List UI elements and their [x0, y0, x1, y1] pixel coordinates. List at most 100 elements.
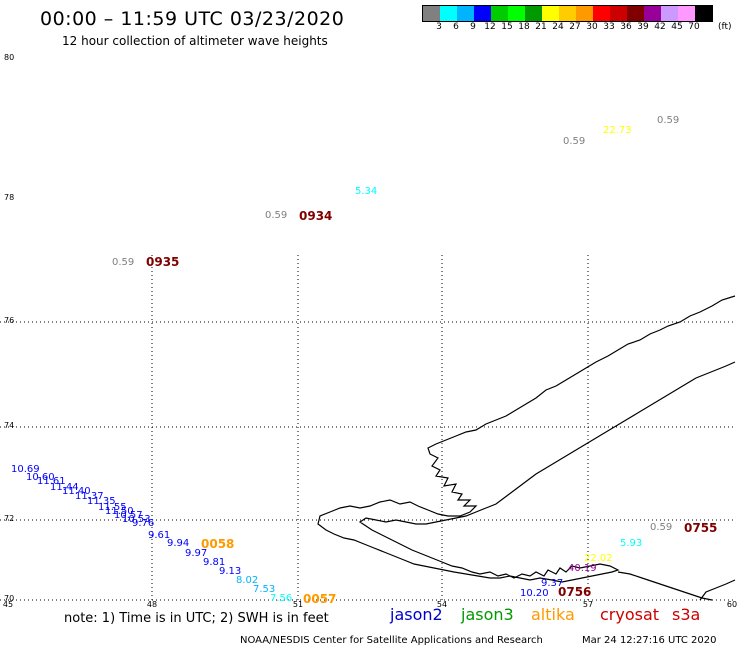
legend-swatch	[440, 6, 457, 21]
legend-swatch	[576, 6, 593, 21]
wave-height-label: 11.35	[87, 496, 116, 507]
pass-time-label: 0755	[684, 521, 718, 535]
legend-label: 24	[552, 22, 564, 32]
footer-note: note: 1) Time is in UTC; 2) SWH is in fe…	[64, 611, 329, 626]
legend-swatch	[661, 6, 678, 21]
wave-height-label: 11.44	[50, 482, 79, 493]
lat-label: 78	[4, 193, 15, 202]
credit-text: NOAA/NESDIS Center for Satellite Applica…	[240, 635, 543, 646]
legend-label: 27	[569, 22, 581, 32]
wave-height-label: 10.69	[11, 464, 40, 475]
legend-swatch	[610, 6, 627, 21]
wave-height-label: 0.59	[265, 210, 288, 221]
pass-time-label: 0934	[299, 209, 333, 223]
lon-label: 51	[292, 600, 304, 609]
legend-swatch	[695, 6, 712, 21]
legend-swatch	[491, 6, 508, 21]
legend-label: 39	[637, 22, 649, 32]
legend-label: 3	[436, 22, 442, 32]
legend-label: 9	[470, 22, 476, 32]
satellite-altika: altika	[531, 605, 575, 624]
color-scale-legend	[422, 5, 713, 22]
satellite-jason3: jason3	[461, 605, 514, 624]
legend-swatch	[644, 6, 661, 21]
graticule	[0, 255, 735, 600]
pass-time-label: 0057	[303, 592, 337, 606]
wave-height-label: 11.40	[62, 486, 91, 497]
satellite-s3a: s3a	[672, 605, 701, 624]
wave-height-label: 22.02	[584, 553, 613, 564]
wave-height-label: 9.61	[148, 530, 171, 541]
wave-height-label: 5.34	[355, 186, 378, 197]
legend-swatch	[593, 6, 610, 21]
wave-height-label: 0.59	[650, 522, 673, 533]
legend-label: 15	[501, 22, 513, 32]
wave-height-label: 10.53	[122, 514, 151, 525]
lon-label: 45	[2, 600, 14, 609]
coastline	[317, 295, 736, 583]
wave-height-label: 9.81	[203, 557, 226, 568]
wave-height-label: 7.53	[253, 584, 276, 595]
wave-height-label: 0.59	[657, 115, 680, 126]
wave-height-label: 8.02	[236, 575, 259, 586]
wave-height-label: 7.56	[270, 593, 293, 604]
pass-time-label: 0058	[201, 537, 235, 551]
wave-height-label: 9.97	[185, 548, 208, 559]
wave-height-label: 11.37	[75, 491, 104, 502]
lat-label: 76	[4, 316, 15, 325]
legend-label: 70	[688, 22, 700, 32]
legend-swatch	[525, 6, 542, 21]
legend-label: 30	[586, 22, 598, 32]
lon-label: 48	[146, 600, 158, 609]
wave-height-label: 0.59	[112, 257, 135, 268]
map-subtitle: 12 hour collection of altimeter wave hei…	[62, 34, 328, 48]
wave-height-label: 10.20	[520, 588, 549, 599]
coastline-south	[617, 571, 736, 601]
lat-label: 80	[4, 53, 15, 62]
wave-height-label: 0.59	[563, 136, 586, 147]
pass-time-label: 0756	[558, 585, 592, 599]
lon-label: 54	[436, 600, 448, 609]
legend-unit: (ft)	[718, 22, 732, 32]
legend-label: 6	[453, 22, 459, 32]
legend-label: 21	[535, 22, 547, 32]
map-title: 00:00 – 11:59 UTC 03/23/2020	[40, 8, 345, 30]
wave-height-label: 10.57	[114, 510, 143, 521]
legend-label: 18	[518, 22, 530, 32]
wave-height-label: 11.61	[37, 476, 66, 487]
wave-height-label: 11.55	[98, 502, 127, 513]
wave-height-label: 22.73	[603, 125, 632, 136]
legend-swatch	[678, 6, 695, 21]
legend-label: 45	[671, 22, 683, 32]
legend-label: 12	[484, 22, 496, 32]
legend-swatch	[559, 6, 576, 21]
wave-height-label: 9.37	[541, 578, 564, 589]
lat-label: 72	[4, 514, 15, 523]
wave-height-label: 5.93	[620, 538, 643, 549]
legend-swatch	[627, 6, 644, 21]
legend-swatch	[423, 6, 440, 21]
lat-label: 74	[4, 421, 15, 430]
wave-height-label: 9.76	[132, 518, 155, 529]
pass-time-label: 0935	[146, 255, 180, 269]
lat-label: 70	[4, 594, 15, 603]
legend-swatch	[542, 6, 559, 21]
legend-label: 36	[620, 22, 632, 32]
legend-swatch	[457, 6, 474, 21]
wave-height-label: 9.13	[219, 566, 242, 577]
legend-label: 42	[654, 22, 666, 32]
legend-label: 33	[603, 22, 615, 32]
timestamp-text: Mar 24 12:27:16 UTC 2020	[582, 635, 717, 646]
satellite-jason2: jason2	[390, 605, 443, 624]
legend-swatch	[474, 6, 491, 21]
lon-label: 57	[582, 600, 594, 609]
satellite-cryosat: cryosat	[600, 605, 660, 624]
legend-swatch	[508, 6, 525, 21]
lon-label: 60	[726, 600, 738, 609]
wave-height-label: 9.94	[167, 538, 190, 549]
wave-height-label: 10.60	[26, 472, 55, 483]
wave-height-label: 40.19	[568, 563, 597, 574]
wave-height-label: 11.50	[105, 506, 134, 517]
